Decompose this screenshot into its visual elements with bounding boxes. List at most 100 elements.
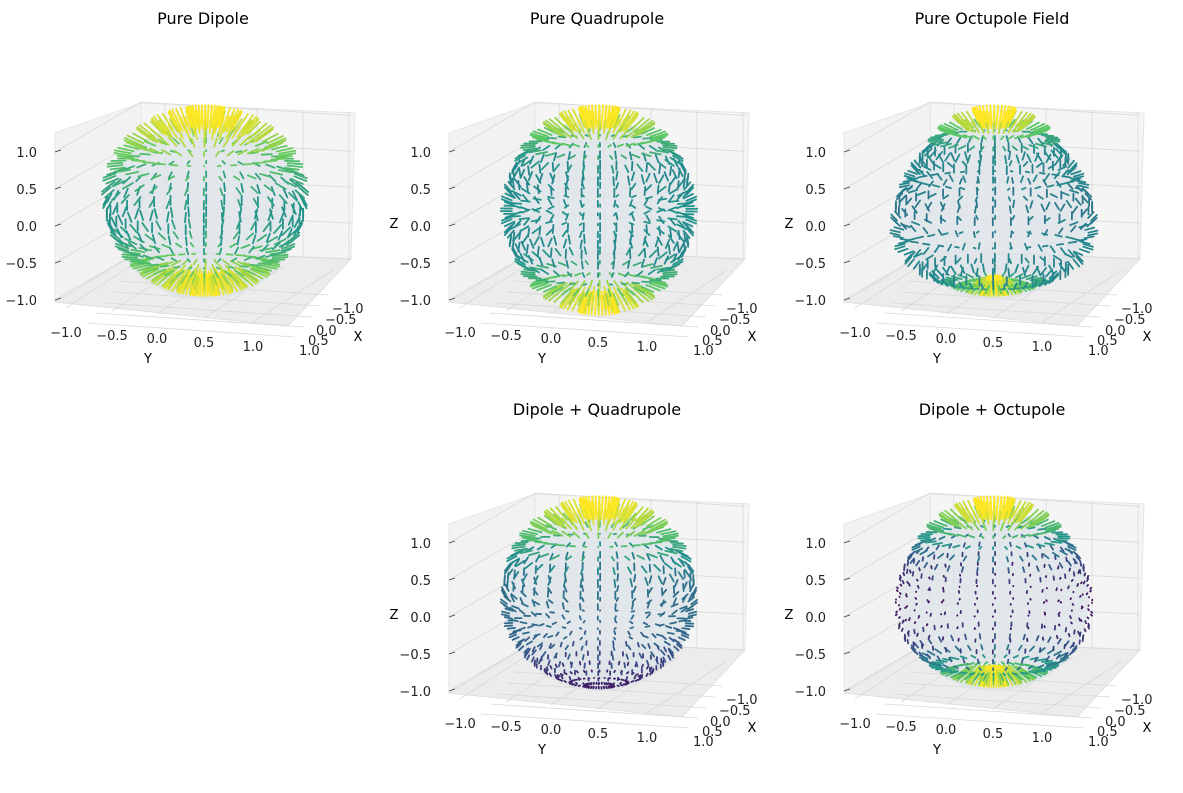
field-arrow [677,166,684,177]
field-arrow [635,661,639,668]
field-arrow [552,513,565,525]
field-arrow [1087,625,1090,630]
field-arrow [676,223,687,230]
z-tick [843,223,851,227]
field-arrow [668,209,679,214]
field-arrow [504,224,513,234]
field-arrow [1050,149,1059,159]
field-arrow [629,620,634,625]
field-arrow [909,569,912,574]
field-arrow [640,674,644,679]
field-arrow [615,182,620,190]
field-arrow [553,235,558,246]
field-arrow [957,533,967,538]
field-arrow [261,243,269,252]
field-arrow [658,251,668,260]
field-arrow [568,518,578,531]
field-arrow [129,223,139,234]
field-arrow [939,256,947,262]
field-arrow [301,195,308,207]
field-arrow [662,144,678,147]
field-arrow [259,172,271,178]
field-arrow [166,211,170,223]
field-arrow [960,566,965,573]
field-arrow [561,221,568,226]
field-arrow [252,197,260,209]
floor-gridline [497,693,707,709]
field-arrow [636,641,640,648]
y-tick-label: −0.5 [885,329,917,344]
field-arrow [612,130,620,140]
field-arrow [646,665,650,670]
field-arrow [584,532,590,539]
field-arrow [913,628,916,635]
field-arrow [130,248,146,254]
field-arrow [584,260,589,266]
field-arrow [149,209,154,222]
field-arrow [994,276,998,297]
field-arrow [1075,553,1082,560]
field-arrow [116,154,135,159]
field-arrow [109,166,126,171]
y-tick-label: 1.0 [637,340,658,355]
field-arrow [609,685,613,689]
field-arrow [581,272,586,278]
field-arrow [523,650,529,657]
field-arrow [1079,240,1091,245]
field-arrow [1063,643,1066,650]
field-arrow [581,597,585,603]
field-arrow [236,272,249,283]
field-arrow [170,219,176,230]
field-arrow [179,115,187,133]
field-arrow [999,673,1005,682]
field-arrow [1069,597,1073,601]
z-tick [54,186,62,190]
field-arrow [215,266,221,270]
field-arrow [1035,565,1040,572]
field-arrow [161,123,173,138]
field-arrow [511,164,518,175]
z-gridline [843,101,1141,153]
field-arrow [648,575,653,584]
field-arrow [535,563,544,572]
field-arrow [514,558,521,567]
field-arrow [658,174,665,184]
field-arrow [913,159,922,169]
field-arrow [1083,235,1095,240]
field-arrow [1059,576,1062,580]
field-arrow [633,529,646,537]
field-arrow [956,112,971,128]
field-arrow [1017,118,1032,132]
field-arrow [615,551,619,559]
field-arrow [570,661,574,669]
field-arrow [133,195,142,207]
x-tick-label: 1.0 [1088,344,1109,359]
field-arrow [519,549,533,555]
field-arrow [927,233,936,238]
field-arrow [265,249,281,254]
field-arrow [1054,155,1062,165]
field-arrow [1053,171,1061,180]
field-arrow [968,534,976,539]
field-arrow [630,610,636,613]
field-arrow [920,573,923,579]
field-arrow [622,522,630,529]
field-arrow [220,236,223,247]
field-arrow [254,140,268,147]
field-arrow [680,162,687,172]
field-arrow [273,238,287,246]
field-arrow [566,222,570,234]
field-arrow [1031,554,1038,561]
floor-gridline [892,302,1102,318]
field-arrow [634,118,650,132]
field-arrow [669,227,673,238]
field-arrow [547,237,553,248]
field-arrow [504,607,514,612]
field-arrow [669,541,685,545]
field-arrow [911,570,915,577]
field-arrow [175,125,184,140]
field-arrow [563,182,570,190]
field-arrow [1009,231,1013,239]
field-arrow [1025,132,1040,138]
field-arrow [919,549,928,556]
